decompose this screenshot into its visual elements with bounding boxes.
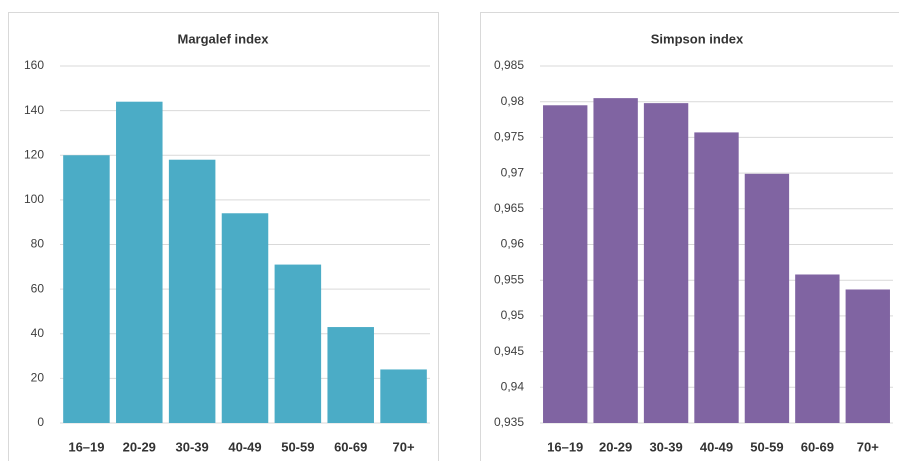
x-tick-label: 16–19 (547, 439, 583, 454)
bar (846, 289, 890, 423)
y-tick-label: 0,965 (494, 201, 524, 215)
y-tick-label: 100 (24, 192, 44, 206)
bar (380, 369, 427, 423)
x-tick-label: 30-39 (649, 439, 682, 454)
y-tick-label: 140 (24, 103, 44, 117)
y-tick-label: 0,955 (494, 272, 524, 286)
y-tick-label: 0,975 (494, 130, 524, 144)
y-tick-label: 0,95 (501, 308, 525, 322)
y-tick-label: 0,98 (501, 94, 525, 108)
x-tick-label: 16–19 (68, 439, 104, 454)
y-tick-label: 0,97 (501, 165, 525, 179)
bar (327, 327, 374, 423)
y-tick-label: 120 (24, 147, 44, 161)
y-tick-label: 80 (31, 237, 45, 251)
y-tick-label: 60 (31, 281, 45, 295)
x-tick-label: 50-59 (281, 439, 314, 454)
bar (543, 105, 587, 423)
bar (222, 213, 269, 423)
bar (745, 174, 789, 423)
x-tick-label: 20-29 (123, 439, 156, 454)
x-tick-label: 60-69 (334, 439, 367, 454)
y-tick-label: 0 (37, 415, 44, 429)
y-tick-label: 160 (24, 58, 44, 72)
y-tick-label: 20 (31, 371, 45, 385)
x-tick-label: 70+ (393, 439, 415, 454)
x-tick-label: 50-59 (750, 439, 783, 454)
y-tick-label: 40 (31, 326, 45, 340)
y-tick-label: 0,935 (494, 415, 524, 429)
x-tick-label: 30-39 (176, 439, 209, 454)
bar (275, 265, 322, 423)
bar (116, 102, 163, 423)
x-tick-label: 40-49 (228, 439, 261, 454)
y-tick-label: 0,985 (494, 58, 524, 72)
x-tick-label: 40-49 (700, 439, 733, 454)
x-tick-label: 70+ (857, 439, 879, 454)
bar (63, 155, 110, 423)
x-tick-label: 60-69 (801, 439, 834, 454)
bar (169, 160, 216, 423)
bar (593, 98, 637, 423)
bar (644, 103, 688, 423)
chart-title: Margalef index (177, 31, 269, 46)
y-tick-label: 0,945 (494, 344, 524, 358)
bar (795, 274, 839, 423)
y-tick-label: 0,96 (501, 237, 525, 251)
chart-title: Simpson index (651, 31, 744, 46)
y-tick-label: 0,94 (501, 379, 525, 393)
bar (694, 132, 738, 423)
x-tick-label: 20-29 (599, 439, 632, 454)
